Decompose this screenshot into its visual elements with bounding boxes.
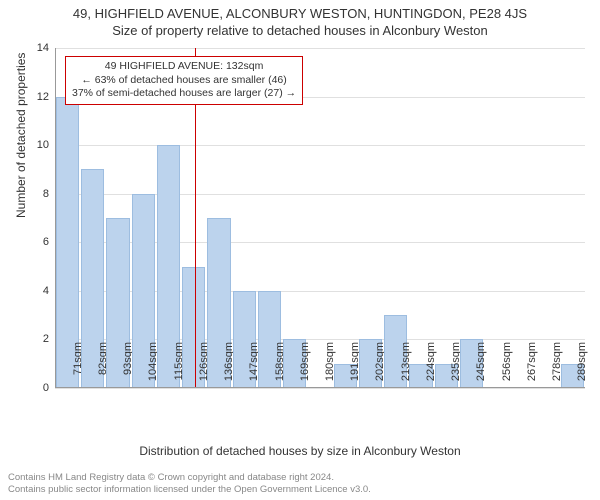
x-axis-label: Distribution of detached houses by size …: [0, 444, 600, 458]
ytick-label: 0: [29, 382, 49, 394]
chart-title-desc: Size of property relative to detached ho…: [0, 21, 600, 38]
gridline: [55, 145, 585, 146]
xtick-label: 245sqm: [475, 342, 487, 392]
reference-annotation: 49 HIGHFIELD AVENUE: 132sqm ← 63% of det…: [65, 56, 303, 105]
xtick-label: 267sqm: [526, 342, 538, 392]
annotation-line1: 49 HIGHFIELD AVENUE: 132sqm: [72, 60, 296, 74]
chart-container: 49, HIGHFIELD AVENUE, ALCONBURY WESTON, …: [0, 0, 600, 500]
xtick-label: 289sqm: [576, 342, 588, 392]
gridline: [55, 48, 585, 49]
footer-attribution: Contains HM Land Registry data © Crown c…: [8, 472, 371, 496]
ytick-label: 8: [29, 188, 49, 200]
ytick-label: 6: [29, 236, 49, 248]
x-axis-line: [55, 387, 585, 388]
footer-line1: Contains HM Land Registry data © Crown c…: [8, 472, 371, 484]
ytick-label: 14: [29, 42, 49, 54]
xtick-label: 169sqm: [299, 342, 311, 392]
y-axis-label: Number of detached properties: [14, 53, 28, 218]
footer-line2: Contains public sector information licen…: [8, 484, 371, 496]
annotation-line2: ← 63% of detached houses are smaller (46…: [72, 74, 296, 88]
xtick-label: 256sqm: [501, 342, 513, 392]
annotation-line3: 37% of semi-detached houses are larger (…: [72, 87, 296, 101]
ytick-label: 12: [29, 91, 49, 103]
ytick-label: 4: [29, 285, 49, 297]
ytick-label: 2: [29, 333, 49, 345]
plot-area: 0246810121471sqm82sqm93sqm104sqm115sqm12…: [55, 48, 585, 388]
y-axis-line: [55, 48, 56, 388]
ytick-label: 10: [29, 139, 49, 151]
chart-title-address: 49, HIGHFIELD AVENUE, ALCONBURY WESTON, …: [0, 0, 600, 21]
